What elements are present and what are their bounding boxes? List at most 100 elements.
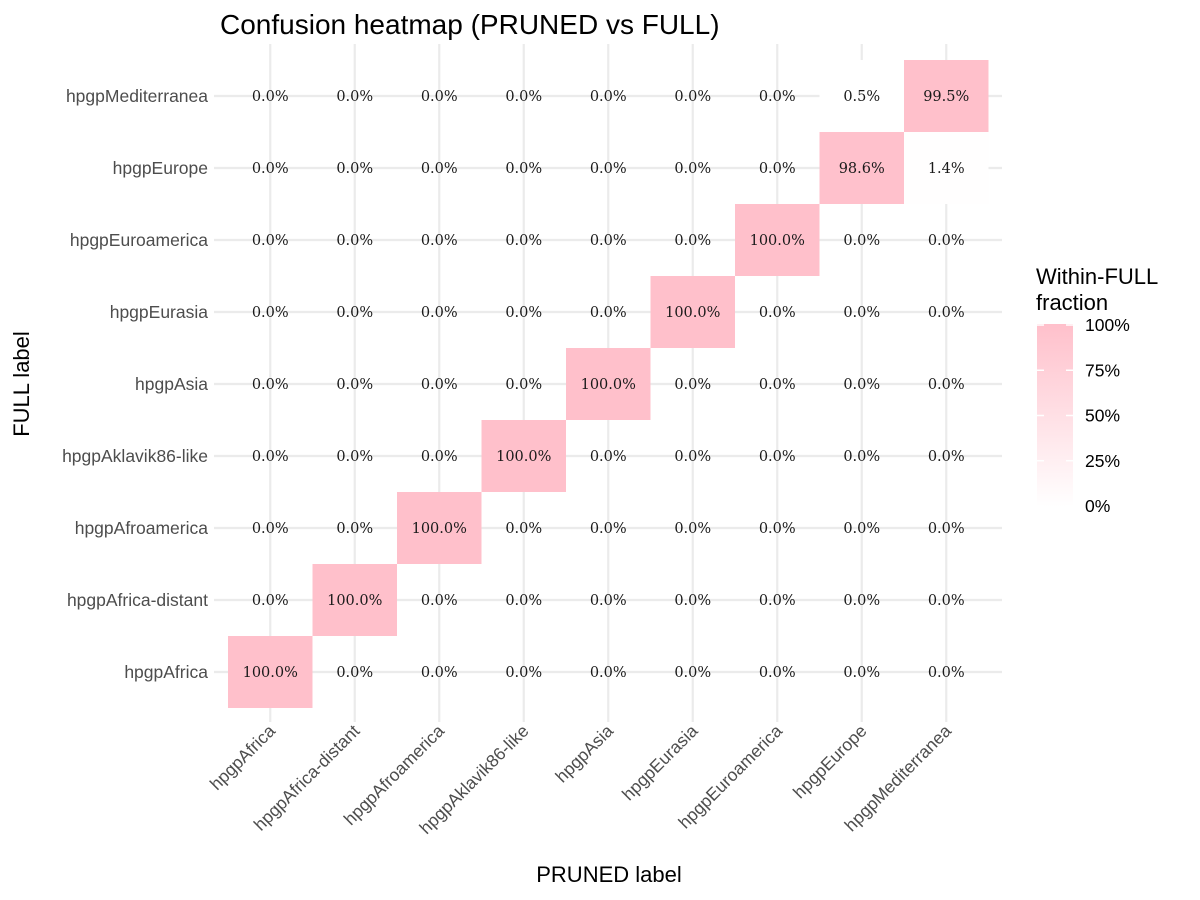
heatmap-cell-label: 0.0% xyxy=(590,593,627,609)
heatmap-cell-label: 0.0% xyxy=(928,665,965,681)
heatmap-cell-label: 0.0% xyxy=(336,521,373,537)
heatmap-cell-label: 0.0% xyxy=(759,593,796,609)
heatmap-cell-label: 100.0% xyxy=(581,377,636,393)
x-axis-title: PRUNED label xyxy=(536,862,682,887)
y-tick-label: hpgpAfrica xyxy=(124,662,208,682)
heatmap-cell-label: 0.0% xyxy=(505,305,542,321)
legend-ticks: 0% 25% 50% 75% 100% xyxy=(1037,315,1130,516)
heatmap-cell-label: 100.0% xyxy=(327,593,382,609)
heatmap-cell-label: 0.0% xyxy=(252,233,289,249)
heatmap-cell-label: 0.0% xyxy=(336,665,373,681)
heatmap-cell-label: 0.0% xyxy=(252,377,289,393)
heatmap-cell-label: 0.0% xyxy=(674,161,711,177)
heatmap-cell-label: 0.0% xyxy=(759,665,796,681)
x-tick-label: hpgpAsia xyxy=(551,721,617,787)
heatmap-cell-label: 0.0% xyxy=(336,305,373,321)
heatmap-cell-label: 0.0% xyxy=(674,521,711,537)
y-tick-label: hpgpMediterranea xyxy=(66,86,208,106)
heatmap-cell-label: 0.0% xyxy=(421,89,458,105)
heatmap-cell-label: 0.0% xyxy=(843,449,880,465)
heatmap-cell-label: 0.0% xyxy=(590,449,627,465)
heatmap-cell-label: 0.0% xyxy=(590,161,627,177)
y-tick-label: hpgpEurope xyxy=(113,158,208,178)
y-tick-label: hpgpAklavik86-like xyxy=(62,446,208,466)
legend-tick-label: 25% xyxy=(1085,451,1120,471)
heatmap-cell-label: 0.0% xyxy=(843,665,880,681)
color-legend: Within-FULL fraction 0% 25% 50% 75% 100% xyxy=(1036,264,1158,516)
x-axis-tick-labels: hpgpAfricahpgpAfrica-distanthpgpAfroamer… xyxy=(206,720,955,838)
heatmap-cell-label: 0.0% xyxy=(421,593,458,609)
heatmap-cell-label: 0.0% xyxy=(674,233,711,249)
heatmap-cells xyxy=(228,60,989,708)
legend-title-line-2: fraction xyxy=(1036,290,1108,315)
heatmap-cell-label: 0.0% xyxy=(843,305,880,321)
y-axis-title: FULL label xyxy=(9,331,34,437)
heatmap-cell-label: 0.0% xyxy=(759,89,796,105)
x-tick-label: hpgpAfrica xyxy=(206,721,279,794)
heatmap-cell-label: 0.0% xyxy=(843,521,880,537)
heatmap-cell-label: 0.0% xyxy=(928,305,965,321)
heatmap-cell-label: 0.0% xyxy=(590,233,627,249)
y-tick-label: hpgpAfrica-distant xyxy=(67,590,208,610)
heatmap-cell-label: 0.0% xyxy=(505,161,542,177)
heatmap-cell-label: 0.0% xyxy=(759,161,796,177)
heatmap-cell-label: 0.0% xyxy=(590,305,627,321)
x-tick-label: hpgpEurasia xyxy=(618,721,702,805)
legend-tick-label: 50% xyxy=(1085,406,1120,426)
heatmap-cell-label: 0.0% xyxy=(590,521,627,537)
heatmap-cell xyxy=(650,276,735,348)
heatmap-cell-label: 0.0% xyxy=(505,521,542,537)
heatmap-cell-label: 0.0% xyxy=(843,233,880,249)
heatmap-cell-label: 0.0% xyxy=(843,593,880,609)
heatmap-cell-label: 0.0% xyxy=(421,233,458,249)
heatmap-cell-label: 0.0% xyxy=(252,521,289,537)
heatmap-cell xyxy=(819,60,904,132)
chart-title: Confusion heatmap (PRUNED vs FULL) xyxy=(220,9,720,40)
heatmap-cell-label: 100.0% xyxy=(412,521,467,537)
x-tick-label: hpgpEurope xyxy=(789,721,871,803)
heatmap-cell-label: 0.0% xyxy=(928,233,965,249)
heatmap-cell xyxy=(904,132,989,204)
heatmap-cell-label: 0.0% xyxy=(252,161,289,177)
heatmap-cell-label: 0.0% xyxy=(421,305,458,321)
heatmap-cell-label: 0.0% xyxy=(590,89,627,105)
y-tick-label: hpgpAsia xyxy=(135,374,208,394)
heatmap-cell-label: 98.6% xyxy=(839,161,885,177)
heatmap-cell-label: 0.0% xyxy=(928,521,965,537)
heatmap-cell xyxy=(566,348,651,420)
heatmap-cell-label: 100.0% xyxy=(750,233,805,249)
y-tick-label: hpgpEuroamerica xyxy=(70,230,208,250)
heatmap-cell xyxy=(819,132,904,204)
heatmap-cell-label: 0.0% xyxy=(421,161,458,177)
heatmap-cell-label: 0.0% xyxy=(505,593,542,609)
heatmap-cell-label: 0.0% xyxy=(674,89,711,105)
heatmap-cell-label: 1.4% xyxy=(928,161,965,177)
heatmap-cell-label: 0.0% xyxy=(421,377,458,393)
heatmap-cell-label: 100.0% xyxy=(243,665,298,681)
heatmap-cell-label: 0.0% xyxy=(336,233,373,249)
heatmap-cell-label: 100.0% xyxy=(665,305,720,321)
heatmap-cell-label: 0.0% xyxy=(759,449,796,465)
y-axis-tick-labels: hpgpAfrica hpgpAfrica-distant hpgpAfroamer… xyxy=(62,86,208,682)
heatmap-cell-label: 0.0% xyxy=(505,233,542,249)
legend-title-line-1: Within-FULL xyxy=(1036,264,1158,289)
heatmap-cell-label: 0.0% xyxy=(674,377,711,393)
heatmap-cell-label: 0.0% xyxy=(252,593,289,609)
heatmap-cell-label: 99.5% xyxy=(923,89,969,105)
heatmap-cell xyxy=(904,60,989,132)
heatmap-cell xyxy=(735,204,820,276)
heatmap-cell-label: 0.0% xyxy=(252,305,289,321)
heatmap-cell-label: 0.0% xyxy=(421,665,458,681)
heatmap-cell-labels: 100.0% 0.0% 0.0% 0.0% 0.0% 0.0% 0.0% 0.0% 0.0% 0.… xyxy=(243,89,970,681)
heatmap-cell-label: 0.5% xyxy=(843,89,880,105)
legend-tick-label: 100% xyxy=(1085,315,1130,335)
heatmap-cell-label: 0.0% xyxy=(674,449,711,465)
legend-tick-label: 0% xyxy=(1085,496,1110,516)
heatmap-cell-label: 0.0% xyxy=(843,377,880,393)
heatmap-cell-label: 0.0% xyxy=(759,377,796,393)
heatmap-cell-label: 0.0% xyxy=(505,89,542,105)
heatmap-cell xyxy=(312,564,397,636)
legend-tick-label: 75% xyxy=(1085,360,1120,380)
heatmap-cell xyxy=(481,420,566,492)
